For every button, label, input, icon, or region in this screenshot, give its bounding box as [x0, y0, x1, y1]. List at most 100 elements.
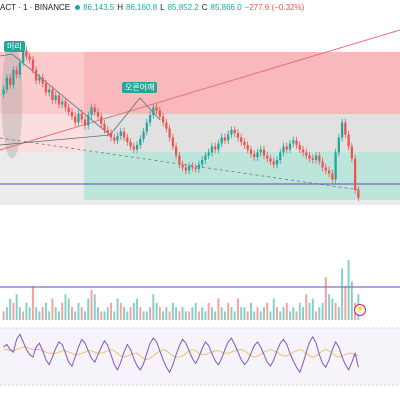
volume-bar	[38, 311, 41, 320]
volume-bar	[240, 307, 243, 320]
volume-bar	[152, 294, 155, 320]
candle-body	[87, 115, 90, 126]
candle-body	[44, 83, 48, 93]
candle-body	[178, 155, 181, 165]
high-value: 86,160.8	[126, 2, 158, 12]
candle-body	[15, 70, 18, 75]
candle-body	[126, 137, 129, 142]
volume-bar	[18, 307, 21, 320]
low-prefix: L	[160, 2, 165, 12]
candle-body	[269, 158, 272, 162]
volume-bar	[142, 311, 145, 320]
candle-body	[292, 140, 295, 144]
volume-bar	[279, 311, 282, 320]
close-prefix: C	[201, 2, 208, 12]
candle-body	[28, 56, 31, 60]
support-zone	[84, 152, 400, 200]
volume-bar	[77, 302, 80, 320]
candle-body	[142, 131, 145, 139]
candle-body	[357, 190, 360, 198]
volume-bar	[350, 281, 353, 320]
candle-body	[236, 133, 240, 138]
candle-body	[321, 161, 324, 168]
volume-bar	[5, 307, 8, 320]
candle-body	[259, 149, 262, 153]
candle-body	[194, 167, 197, 169]
volume-bar	[331, 298, 334, 320]
candle-body	[145, 122, 148, 132]
volume-bar	[269, 311, 272, 320]
candle-body	[184, 167, 188, 171]
volume-bar	[106, 307, 109, 320]
volume-bar	[126, 311, 129, 320]
candle-body	[5, 77, 9, 90]
candle-body	[272, 161, 275, 165]
volume-bar	[110, 302, 113, 320]
volume-bar	[246, 311, 249, 320]
candle-body	[119, 131, 122, 136]
candle-body	[256, 152, 259, 157]
volume-bar	[54, 307, 57, 320]
volume-bar	[344, 285, 347, 320]
candle-body	[22, 50, 25, 63]
candle-body	[152, 107, 155, 115]
candle-body	[331, 173, 334, 180]
candle-body	[129, 142, 132, 147]
candle-body	[116, 136, 119, 141]
volume-bar	[214, 311, 217, 320]
volume-bar	[25, 302, 28, 320]
candle-body	[31, 59, 35, 70]
candle-body	[249, 149, 253, 154]
candle-body	[171, 137, 175, 147]
volume-bar	[223, 311, 226, 320]
lower-band	[0, 200, 400, 205]
candle-body	[165, 122, 168, 129]
candle-body	[223, 137, 227, 141]
support-zone-left	[0, 152, 84, 200]
volume-bar	[236, 298, 239, 320]
candle-body	[288, 143, 292, 150]
right-shoulder-label-tag[interactable]: 오른어깨	[122, 82, 158, 93]
volume-bar	[305, 294, 308, 320]
candle-body	[275, 160, 279, 165]
volume-bar	[28, 307, 31, 320]
volume-bar	[139, 307, 142, 320]
volume-bar	[266, 302, 269, 320]
volume-bar	[74, 311, 77, 320]
candle-body	[139, 139, 142, 145]
candle-body	[197, 164, 201, 169]
volume-bar	[243, 307, 246, 320]
volume-bar	[285, 302, 288, 320]
volume-bar	[292, 307, 295, 320]
head-label-tag[interactable]: 머리	[4, 41, 25, 52]
candle-body	[210, 146, 214, 153]
volume-bar	[230, 307, 233, 320]
candle-body	[279, 152, 282, 160]
volume-bar	[308, 302, 311, 320]
head-triangle	[0, 53, 112, 146]
candle-body	[340, 122, 344, 138]
volume-bar	[337, 307, 340, 320]
volume-bar	[318, 307, 321, 320]
volume-bar	[116, 298, 119, 320]
lightning-icon[interactable]: ⚡	[354, 304, 366, 316]
candle-body	[214, 146, 217, 150]
candle-body	[174, 146, 178, 156]
volume-bar	[220, 307, 223, 320]
volume-bar	[67, 298, 70, 320]
volume-bar	[256, 307, 259, 320]
volume-bar	[171, 302, 174, 320]
volume-bar	[233, 311, 236, 320]
change-value: −277.6 (−0.32%)	[244, 2, 305, 12]
candle-body	[318, 155, 321, 162]
candle-body	[122, 131, 126, 138]
volume-bar	[155, 302, 158, 320]
candle-body	[220, 137, 223, 144]
volume-bar	[165, 307, 168, 320]
candle-body	[155, 107, 158, 111]
candle-body	[96, 112, 100, 117]
volume-bar	[57, 311, 60, 320]
symbol-label[interactable]: ACT · 1 · BINANCE	[0, 2, 71, 12]
